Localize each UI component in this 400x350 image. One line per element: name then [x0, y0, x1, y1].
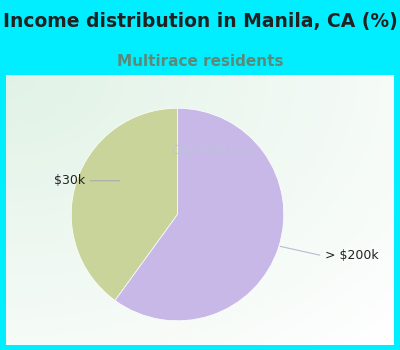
Wedge shape	[115, 108, 284, 321]
Text: $30k: $30k	[54, 174, 85, 187]
Text: > $200k: > $200k	[325, 249, 379, 262]
Text: Income distribution in Manila, CA (%): Income distribution in Manila, CA (%)	[3, 12, 397, 30]
Text: Multirace residents: Multirace residents	[117, 54, 283, 69]
Wedge shape	[71, 108, 178, 300]
Text: City-Data.com: City-Data.com	[172, 144, 256, 157]
